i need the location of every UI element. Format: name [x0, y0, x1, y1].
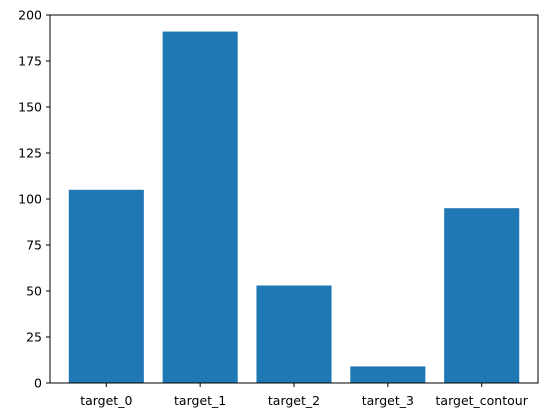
x-tick-label-target_0: target_0 — [80, 393, 132, 408]
y-tick-label: 0 — [34, 376, 42, 391]
bar-target_2 — [256, 285, 332, 383]
x-tick-label-target_contour: target_contour — [436, 393, 529, 408]
x-axis: target_0 target_1 target_2 target_3 target_c… — [80, 383, 529, 408]
x-tick-label-target_1: target_1 — [174, 393, 226, 408]
bar-target_3 — [350, 366, 426, 383]
bars-group — [68, 31, 520, 384]
x-tick-label-target_2: target_2 — [268, 393, 320, 408]
y-tick-label: 75 — [26, 238, 42, 253]
y-tick-label: 175 — [18, 54, 42, 69]
y-tick-label: 25 — [26, 330, 42, 345]
y-tick-label: 150 — [18, 100, 42, 115]
y-axis: 0 25 50 75 100 125 150 175 200 — [18, 8, 50, 391]
bar-target_contour — [444, 208, 520, 383]
y-tick-label: 125 — [18, 146, 42, 161]
bar-target_0 — [68, 189, 144, 383]
bar-target_1 — [162, 31, 238, 384]
y-tick-label: 100 — [18, 192, 42, 207]
plot-frame — [49, 14, 539, 384]
y-tick-label: 200 — [18, 8, 42, 23]
y-tick-label: 50 — [26, 284, 42, 299]
x-tick-label-target_3: target_3 — [362, 393, 414, 408]
